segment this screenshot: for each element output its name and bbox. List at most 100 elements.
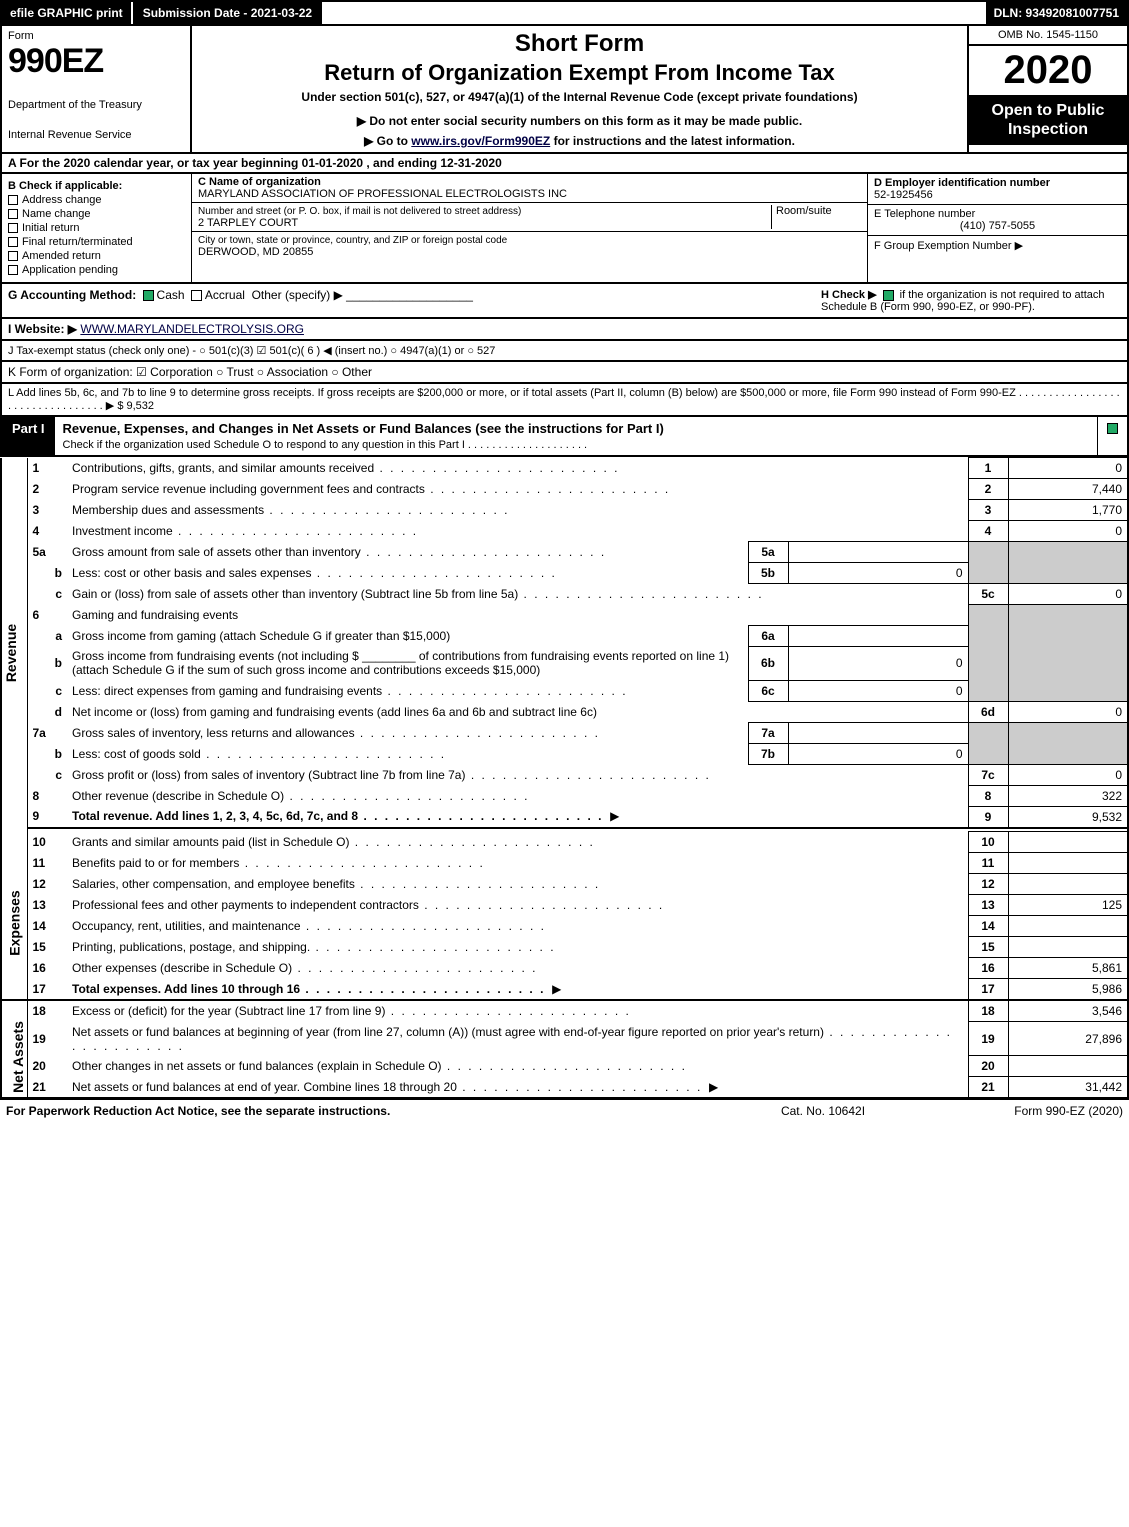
d-10: Grants and similar amounts paid (list in… [72, 835, 595, 849]
v-3: 1,770 [1008, 500, 1128, 521]
cb-address-change[interactable]: Address change [8, 194, 185, 206]
box-3: 3 [968, 500, 1008, 521]
ib-7b: 7b [748, 743, 788, 764]
cb-application-pending[interactable]: Application pending [8, 264, 185, 276]
ln-8: 8 [27, 785, 67, 806]
box-13: 13 [968, 895, 1008, 916]
dept-treasury: Department of the Treasury [8, 99, 184, 111]
ln-4: 4 [27, 521, 67, 542]
d-7b: Less: cost of goods sold [72, 747, 446, 761]
side-expenses: Expenses [1, 832, 27, 1001]
ln-19: 19 [27, 1022, 67, 1056]
v-1: 0 [1008, 458, 1128, 479]
f-group-label: F Group Exemption Number ▶ [874, 240, 1023, 252]
v-14 [1008, 916, 1128, 937]
footer-cat: Cat. No. 10642I [723, 1104, 923, 1118]
form-number: 990EZ [8, 42, 184, 81]
box-20: 20 [968, 1056, 1008, 1077]
row-j-tax-exempt: J Tax-exempt status (check only one) - ○… [0, 341, 1129, 362]
arrow-21: ▶ [709, 1080, 718, 1094]
cb-amended-return[interactable]: Amended return [8, 250, 185, 262]
iv-5b: 0 [788, 563, 968, 584]
ln-5c: c [27, 584, 67, 605]
side-net-assets: Net Assets [1, 1000, 27, 1098]
d-6c: Less: direct expenses from gaming and fu… [72, 684, 628, 698]
open-to-public: Open to Public Inspection [969, 95, 1127, 145]
side-revenue: Revenue [1, 458, 27, 832]
ln-17: 17 [27, 979, 67, 1001]
g-label: G Accounting Method: [8, 288, 136, 302]
arrow-17: ▶ [552, 982, 561, 996]
cb-schedule-o-icon[interactable] [1107, 423, 1118, 434]
ln-13: 13 [27, 895, 67, 916]
tax-year: 2020 [969, 46, 1127, 95]
dln: DLN: 93492081007751 [986, 2, 1127, 24]
cb-final-return[interactable]: Final return/terminated [8, 236, 185, 248]
ln-5b: b [27, 563, 67, 584]
topbar: efile GRAPHIC print Submission Date - 20… [0, 0, 1129, 26]
d-8: Other revenue (describe in Schedule O) [72, 789, 529, 803]
d-17: Total expenses. Add lines 10 through 16 [72, 982, 545, 996]
part1-tag: Part I [2, 417, 55, 455]
ln-6c: c [27, 680, 67, 701]
d-16: Other expenses (describe in Schedule O) [72, 961, 538, 975]
ln-7a: 7a [27, 722, 67, 743]
d-11: Benefits paid to or for members [72, 856, 485, 870]
part1-header: Part I Revenue, Expenses, and Changes in… [0, 417, 1129, 457]
row-k-form-org: K Form of organization: ☑ Corporation ○ … [0, 362, 1129, 384]
d-ein-label: D Employer identification number [874, 177, 1050, 189]
col-c-org: C Name of organization MARYLAND ASSOCIAT… [192, 174, 867, 282]
efile-print-button[interactable]: efile GRAPHIC print [2, 2, 133, 24]
d-6d: Net income or (loss) from gaming and fun… [67, 701, 968, 722]
cb-cash-icon[interactable] [143, 290, 154, 301]
arrow-9: ▶ [610, 809, 619, 823]
ssn-note: ▶ Do not enter social security numbers o… [200, 114, 959, 128]
i-label: I Website: ▶ [8, 322, 77, 336]
ln-12: 12 [27, 874, 67, 895]
col-b-checkboxes: B Check if applicable: Address change Na… [2, 174, 192, 282]
d-2: Program service revenue including govern… [72, 482, 670, 496]
v-17: 5,986 [1008, 979, 1128, 1001]
ln-1: 1 [27, 458, 67, 479]
cb-h-icon[interactable] [883, 290, 894, 301]
v-7c: 0 [1008, 764, 1128, 785]
goto-pre: ▶ Go to [364, 134, 411, 148]
col-def: D Employer identification number 52-1925… [867, 174, 1127, 282]
v-15 [1008, 937, 1128, 958]
header-right: OMB No. 1545-1150 2020 Open to Public In… [967, 26, 1127, 152]
irs-link[interactable]: www.irs.gov/Form990EZ [411, 134, 550, 148]
website-link[interactable]: WWW.MARYLANDELECTROLYSIS.ORG [80, 322, 304, 336]
c-name-label: C Name of organization [198, 176, 321, 188]
g-cash: Cash [157, 288, 185, 302]
ln-21: 21 [27, 1077, 67, 1099]
d-19: Net assets or fund balances at beginning… [72, 1025, 952, 1053]
g-accrual: Accrual [205, 288, 245, 302]
ln-20: 20 [27, 1056, 67, 1077]
omb-number: OMB No. 1545-1150 [969, 26, 1127, 46]
row-i-website: I Website: ▶ WWW.MARYLANDELECTROLYSIS.OR… [0, 319, 1129, 341]
cb-label: Name change [22, 208, 91, 220]
v-6d: 0 [1008, 701, 1128, 722]
title-return: Return of Organization Exempt From Incom… [200, 60, 959, 86]
ib-6b: 6b [748, 646, 788, 680]
ln-16: 16 [27, 958, 67, 979]
box-2: 2 [968, 479, 1008, 500]
header-mid: Short Form Return of Organization Exempt… [192, 26, 967, 152]
cb-initial-return[interactable]: Initial return [8, 222, 185, 234]
ln-18: 18 [27, 1000, 67, 1022]
cb-name-change[interactable]: Name change [8, 208, 185, 220]
cb-accrual-icon[interactable] [191, 290, 202, 301]
d-18: Excess or (deficit) for the year (Subtra… [72, 1004, 631, 1018]
page-footer: For Paperwork Reduction Act Notice, see … [0, 1099, 1129, 1122]
org-street: 2 TARPLEY COURT [198, 217, 298, 229]
header-left: Form 990EZ Department of the Treasury In… [2, 26, 192, 152]
ln-15: 15 [27, 937, 67, 958]
ln-3: 3 [27, 500, 67, 521]
e-phone-label: E Telephone number [874, 208, 975, 220]
cb-label: Amended return [22, 250, 101, 262]
v-4: 0 [1008, 521, 1128, 542]
d-14: Occupancy, rent, utilities, and maintena… [72, 919, 546, 933]
box-21: 21 [968, 1077, 1008, 1099]
ln-9: 9 [27, 806, 67, 828]
box-12: 12 [968, 874, 1008, 895]
